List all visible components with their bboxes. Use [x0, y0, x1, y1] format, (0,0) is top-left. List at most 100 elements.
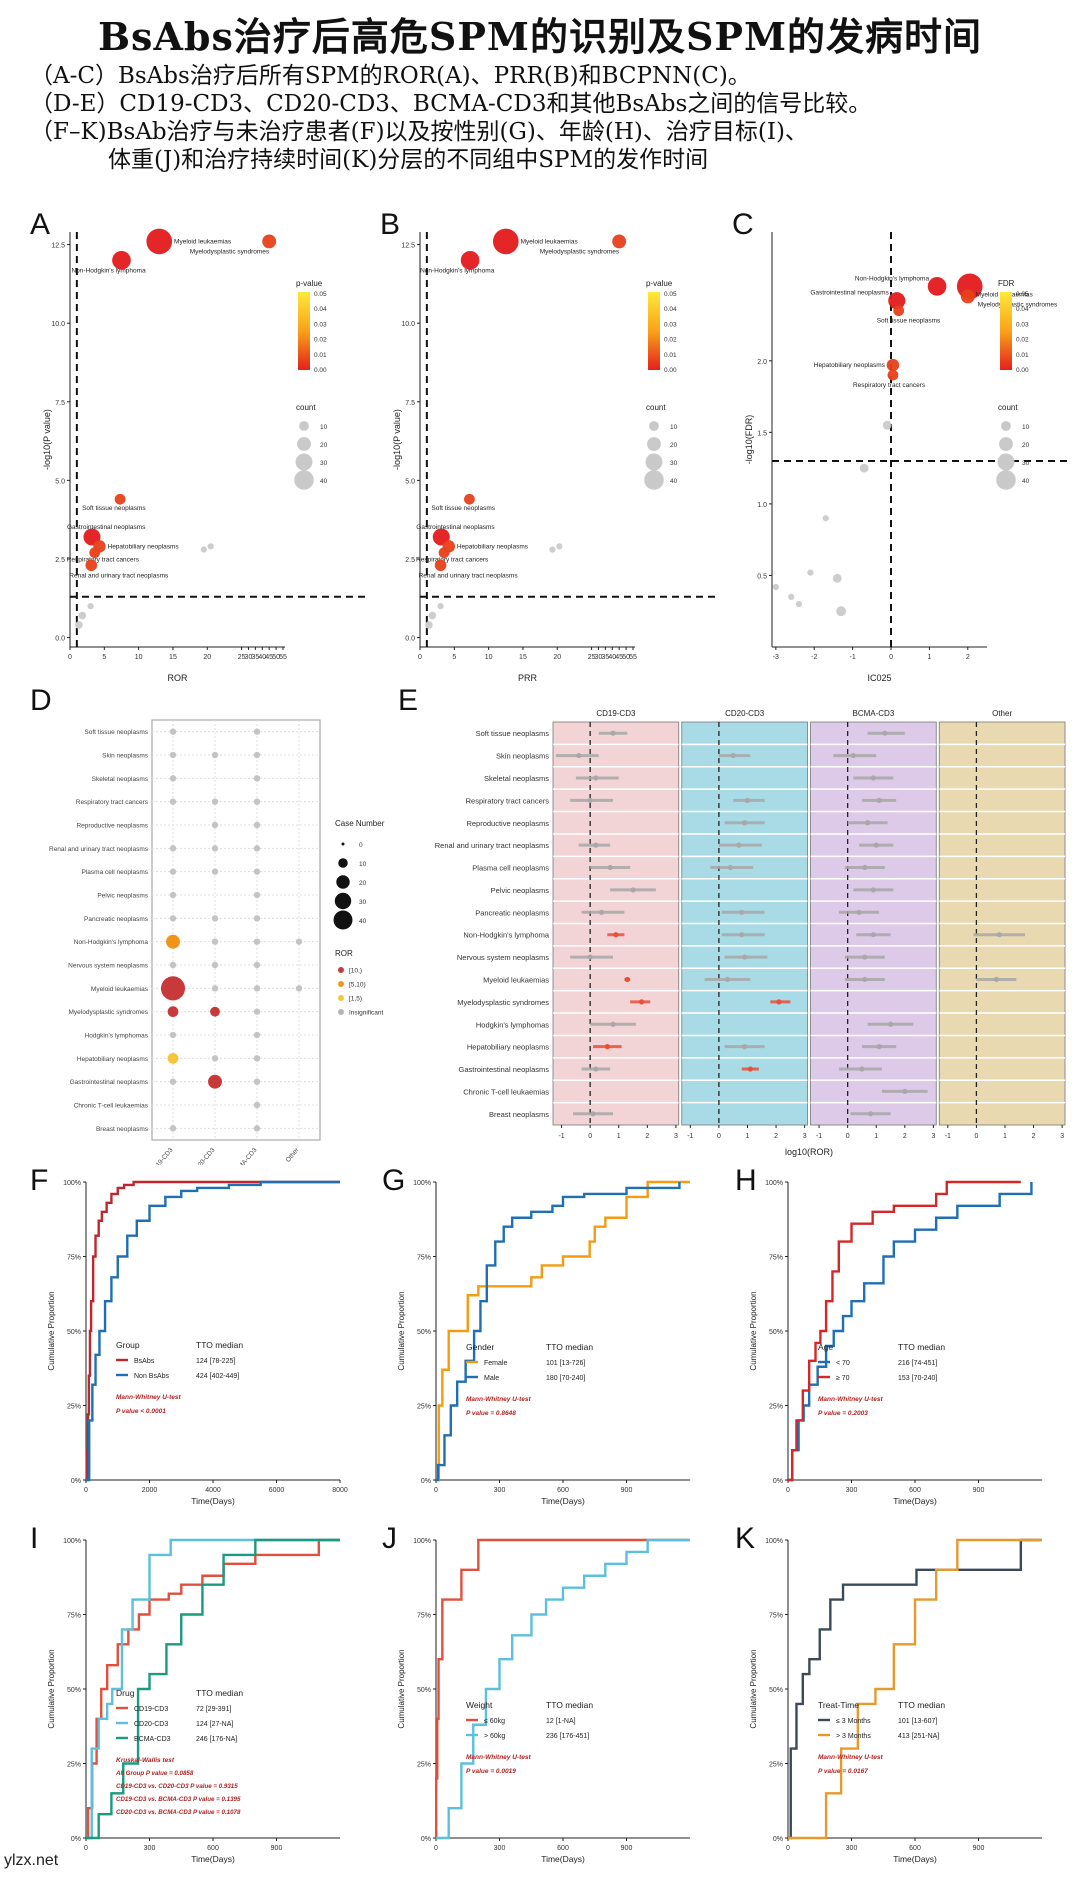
- x-tick-label: 10: [485, 654, 493, 661]
- x-tick-label: -3: [773, 654, 779, 661]
- y-tick-label: 75%: [417, 1613, 431, 1620]
- y-tick-label: 50%: [67, 1329, 81, 1336]
- point-label-hepatobiliary-neoplasms: Hepatobiliary neoplasms: [108, 543, 180, 550]
- y-tick-label: 25%: [67, 1762, 81, 1769]
- x-axis-title: Time(Days): [541, 1496, 585, 1506]
- y-tick-label: 5.0: [405, 478, 415, 485]
- data-point-10: [807, 569, 814, 576]
- bubble-soft-tissue-neoplasms-cd19-cd3: [169, 728, 177, 735]
- x-axis-title: Time(Days): [191, 1854, 235, 1864]
- x-tick-label: 900: [973, 1845, 985, 1852]
- y-tick-label: 75%: [769, 1613, 783, 1620]
- legend-case-title: Case Number: [335, 819, 385, 828]
- bubble-hepatobiliary-neoplasms-bcma-cd3: [253, 1055, 261, 1062]
- ror-volcano-chart: 0.02.55.07.510.012.50 5 10 15 20 25 30 35 40 45 50…: [42, 228, 365, 683]
- legend-median-title: TTO median: [898, 1700, 945, 1710]
- panel-letter-e: E: [398, 684, 419, 717]
- bubble-soft-tissue-neoplasms-bcma-cd3: [253, 728, 261, 735]
- legend-label-3-months: > 3 Months: [836, 1733, 871, 1740]
- y-tick-label: 0.5: [757, 573, 767, 580]
- bubble-myelodysplastic-syndromes-cd20-cd3: [210, 1006, 220, 1017]
- x-tick-label: 0: [434, 1845, 438, 1852]
- estimate-point-cd20-cd3-pancreatic-neoplasms: [739, 909, 745, 915]
- legend-color-tick: 0.03: [664, 321, 677, 328]
- row-label-non-hodgkin-s-lymphoma: Non-Hodgkin's lymphoma: [463, 931, 549, 940]
- y-tick-label: 1.5: [757, 430, 767, 437]
- estimate-point-cd19-cd3-plasma-cell-neoplasms: [607, 864, 613, 871]
- x-tick-label: 300: [494, 1845, 506, 1852]
- point-label-myelodysplastic-syndromes: Myelodysplastic syndromes: [540, 248, 620, 255]
- legend-size-circle: [997, 453, 1015, 471]
- y-tick-label: 25%: [769, 1762, 783, 1769]
- estimate-point-bcma-cd3-hepatobiliary-neoplasms: [876, 1044, 882, 1050]
- data-point-8: [859, 463, 869, 473]
- watermark: ylzx.net: [4, 1852, 59, 1869]
- data-point-non-hodgkin-s-lymphoma: [927, 277, 947, 296]
- x-tick-label: 25: [588, 654, 596, 661]
- x-tick-label: -1: [816, 1133, 822, 1140]
- x-tick-label: 30: [595, 654, 603, 661]
- legend-size-circle: [647, 437, 661, 451]
- x-tick-label: 600: [557, 1487, 569, 1494]
- estimate-point-cd20-cd3-gastrointestinal-neoplasms: [747, 1066, 753, 1072]
- x-tick-label: 0: [84, 1845, 88, 1852]
- legend-median-title: TTO median: [546, 1700, 593, 1710]
- data-point-hepatobiliary-neoplasms: [886, 358, 900, 372]
- point-label-non-hodgkin-s-lymphoma: Non-Hodgkin's lymphoma: [71, 267, 146, 274]
- x-tick-label: 8000: [332, 1487, 348, 1494]
- legend-color-title: p-value: [646, 279, 673, 288]
- y-tick-label: 0%: [71, 1836, 81, 1843]
- legend-median-non-bsabs: 424 [402-449]: [196, 1373, 239, 1380]
- x-tick-label: 55: [279, 654, 287, 661]
- estimate-point-cd19-cd3-pancreatic-neoplasms: [598, 909, 605, 915]
- x-tick-label: 0: [786, 1487, 790, 1494]
- row-label-myelodysplastic-syndromes: Myelodysplastic syndromes: [457, 998, 549, 1007]
- point-label-myeloid-leukaemias: Myeloid leukaemias: [174, 238, 232, 245]
- legend-label-60kg: ≤ 60kg: [484, 1718, 505, 1725]
- legend-label-bcma-cd3: BCMA-CD3: [134, 1736, 171, 1743]
- legend-color-tick: 0.04: [664, 306, 677, 313]
- test-name: Mann-Whitney U-test: [466, 1754, 531, 1761]
- data-point-soft-tissue-neoplasms: [893, 305, 905, 317]
- point-label-soft-tissue-neoplasms: Soft tissue neoplasms: [877, 318, 941, 325]
- legend-color-title: p-value: [296, 279, 323, 288]
- panel-letter-k: K: [735, 1522, 756, 1555]
- figure-title: BsAbs治疗后高危SPM的识别及SPM的发病时间: [97, 14, 983, 59]
- estimate-point-cd20-cd3-non-hodgkin-s-lymphoma: [739, 932, 745, 938]
- curve-bsabs: [85, 1180, 340, 1482]
- y-tick-label: 100%: [413, 1538, 431, 1545]
- bubble-nervous-system-neoplasms-bcma-cd3: [253, 961, 261, 969]
- estimate-point-bcma-cd3-skin-neoplasms: [850, 752, 856, 759]
- x-tick-label: 300: [144, 1845, 156, 1852]
- row-label-skin-neoplasms: Skin neoplasms: [496, 752, 549, 761]
- legend-color-tick: 0.01: [664, 352, 677, 359]
- x-tick-label: 2: [966, 654, 970, 661]
- bubble-renal-and-urinary-tract-neoplasms-cd20-cd3: [211, 845, 219, 852]
- estimate-point-bcma-cd3-chronic-t-cell-leukaemias: [902, 1088, 908, 1095]
- estimate-point-cd19-cd3-renal-and-urinary-tract-neoplasms: [593, 842, 599, 848]
- data-point-myeloid-leukaemias: [492, 228, 519, 255]
- panel-letter-b: B: [380, 208, 401, 241]
- y-tick-label: 100%: [765, 1538, 783, 1545]
- legend-median-3-months: 413 [251-NA]: [898, 1733, 939, 1740]
- legend-color-tick: 0.02: [314, 337, 327, 344]
- y-tick-label: 7.5: [405, 400, 415, 407]
- x-tick-label: 2: [774, 1133, 778, 1140]
- estimate-point-cd19-cd3-soft-tissue-neoplasms: [610, 730, 616, 736]
- legend-title: Gender: [466, 1342, 495, 1352]
- data-point-10: [87, 603, 94, 610]
- x-tick-label: 900: [621, 1845, 633, 1852]
- point-label-renal-and-urinary-tract-neoplasms: Renal and urinary tract neoplasms: [69, 572, 169, 579]
- data-point-11: [428, 611, 437, 620]
- data-point-respiratory-tract-cancers: [438, 547, 450, 559]
- bubble-non-hodgkin-s-lymphoma-bcma-cd3: [253, 938, 261, 945]
- legend-median-title: TTO median: [196, 1340, 243, 1350]
- estimate-point-cd19-cd3-hepatobiliary-neoplasms: [604, 1044, 610, 1050]
- x-tick-label: 600: [557, 1845, 569, 1852]
- point-label-gastrointestinal-neoplasms: Gastrointestinal neoplasms: [67, 524, 146, 531]
- row-label-soft-tissue-neoplasms: Soft tissue neoplasms: [84, 729, 148, 736]
- legend-color-tick: 0.04: [314, 306, 327, 313]
- estimate-point-cd20-cd3-nervous-system-neoplasms: [742, 954, 748, 960]
- estimate-point-cd20-cd3-respiratory-tract-cancers: [744, 797, 751, 803]
- legend-case-tick: 0: [359, 842, 363, 849]
